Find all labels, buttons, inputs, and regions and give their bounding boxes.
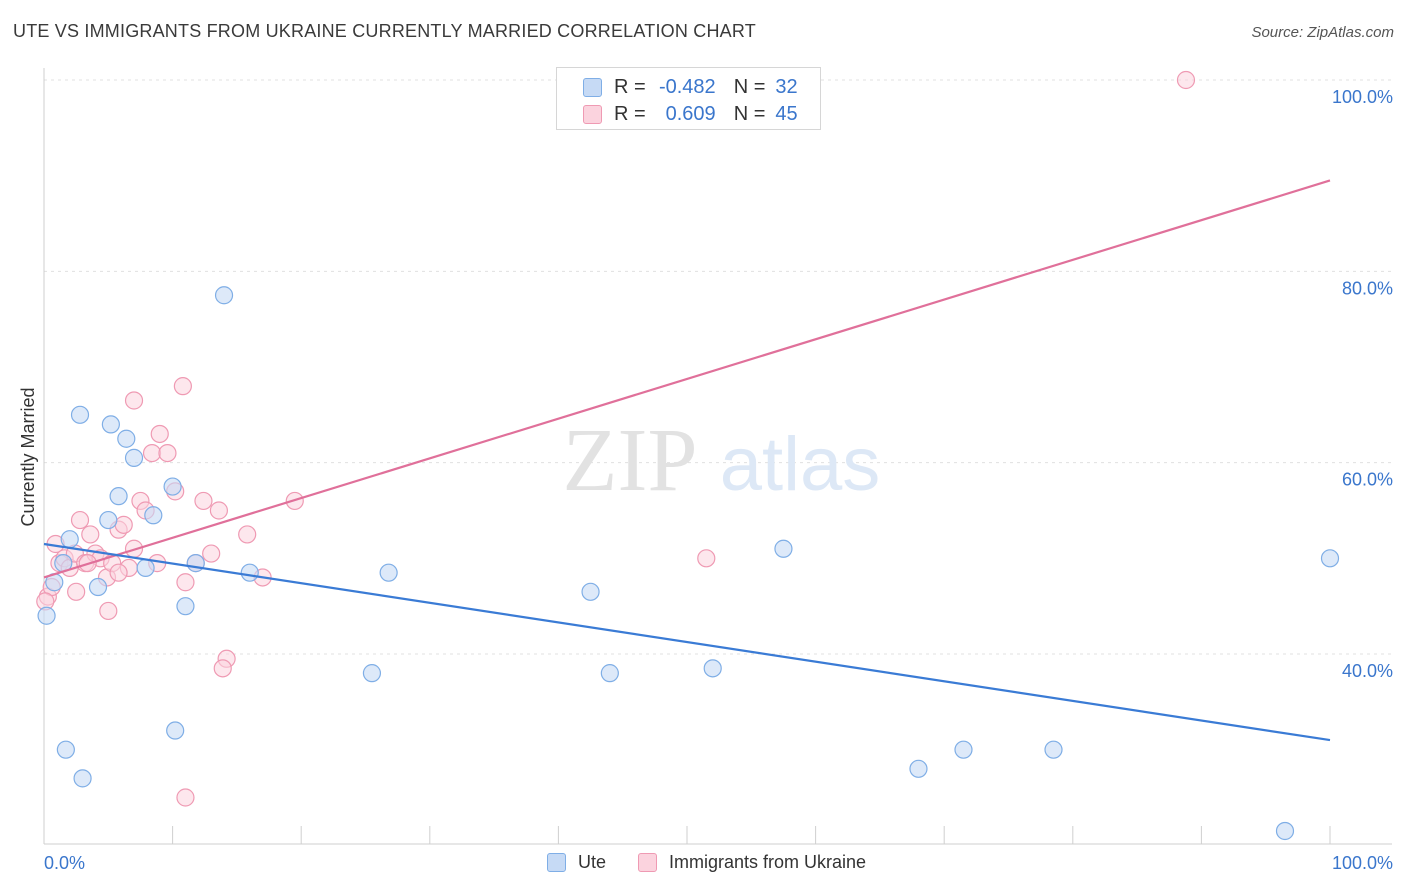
tick-labels: 40.0% 60.0% 80.0% 100.0% 0.0% 100.0% — [44, 87, 1393, 873]
chart-title: UTE VS IMMIGRANTS FROM UKRAINE CURRENTLY… — [13, 21, 756, 41]
data-point-ute — [166, 721, 185, 740]
data-point-ute — [109, 487, 128, 506]
data-point-ukraine — [158, 444, 177, 463]
trend-line-ukraine — [43, 179, 1331, 579]
data-point-ukraine — [194, 491, 213, 511]
data-point-ukraine — [202, 544, 221, 563]
trend-line-ute — [43, 542, 1331, 742]
data-point-ukraine — [124, 391, 144, 410]
data-point-ute — [70, 405, 90, 424]
data-point-ukraine — [176, 573, 195, 592]
data-point-ute — [703, 659, 722, 678]
series-ute — [37, 286, 1340, 841]
legend-label-ukraine: Immigrants from Ukraine — [669, 852, 867, 872]
data-point-ute — [379, 563, 398, 582]
x-tick-label: 0.0% — [44, 853, 85, 873]
y-axis-label: Currently Married — [18, 387, 38, 526]
data-point-ute — [73, 769, 92, 788]
data-point-ukraine — [213, 659, 232, 678]
legend-r-label: R = — [614, 75, 646, 98]
data-point-ute — [581, 582, 600, 601]
legend-n-label: N = — [733, 102, 766, 125]
data-point-ute — [214, 286, 234, 305]
watermark-zip: ZIP — [563, 411, 698, 510]
data-point-ute — [954, 740, 973, 759]
data-point-ute — [1044, 740, 1063, 759]
legend-swatch-ukraine — [583, 104, 602, 124]
y-tick-label: 100.0% — [1332, 87, 1393, 107]
legend-item-ukraine[interactable]: Immigrants from Ukraine — [638, 852, 866, 873]
x-tick-label: 100.0% — [1332, 853, 1393, 873]
data-point-ute — [163, 477, 182, 496]
data-point-ute — [56, 740, 75, 759]
legend-label-ute: Ute — [578, 852, 607, 872]
data-point-ute — [1320, 549, 1340, 568]
legend-swatch-ute — [547, 853, 566, 872]
legend-r-value: -0.482 — [658, 75, 716, 98]
data-point-ukraine — [697, 549, 716, 568]
data-point-ukraine — [150, 424, 169, 444]
data-point-ukraine — [173, 377, 192, 396]
y-tick-label: 40.0% — [1342, 661, 1393, 681]
legend-n-label: N = — [733, 75, 766, 98]
y-tick-label: 60.0% — [1342, 470, 1393, 490]
chart-source: Source: ZipAtlas.com — [1251, 24, 1394, 41]
legend-item-ute[interactable]: Ute — [547, 852, 606, 873]
data-point-ute — [176, 597, 195, 616]
data-point-ute — [774, 539, 793, 558]
data-point-ute — [240, 563, 259, 582]
data-point-ukraine — [176, 788, 195, 807]
trend-lines — [43, 179, 1331, 742]
data-point-ute — [99, 510, 118, 530]
watermark-atlas: atlas — [720, 422, 881, 507]
data-point-ukraine — [1176, 70, 1196, 90]
data-point-ute — [101, 415, 120, 434]
data-point-ute — [600, 664, 619, 683]
series-legend: Ute Immigrants from Ukraine — [547, 852, 898, 873]
data-point-ukraine — [81, 525, 100, 544]
data-point-ukraine — [238, 525, 257, 544]
legend-swatch-ukraine — [638, 853, 658, 872]
data-point-ute — [88, 577, 108, 597]
data-point-ute — [124, 448, 144, 467]
axes — [43, 68, 1392, 845]
data-point-ute — [117, 429, 136, 448]
legend-row-ukraine: R = 0.609 N = 45 — [583, 102, 798, 126]
data-point-ukraine — [209, 501, 228, 520]
data-point-ukraine — [114, 515, 133, 534]
data-point-ute — [362, 664, 382, 683]
data-point-ukraine — [142, 444, 162, 463]
legend-r-label: R = — [614, 102, 646, 125]
y-tick-label: 80.0% — [1342, 278, 1393, 298]
legend-n-value: 32 — [775, 75, 798, 98]
data-point-ute — [1275, 821, 1295, 841]
legend-r-value: 0.609 — [665, 102, 716, 125]
data-point-ute — [136, 558, 155, 578]
data-point-ukraine — [70, 510, 90, 530]
legend-swatch-ute — [583, 77, 602, 97]
data-point-ukraine — [67, 582, 86, 601]
data-point-ute — [60, 530, 79, 549]
data-point-ute — [144, 506, 163, 525]
legend-row-ute: R = -0.482 N = 32 — [583, 75, 798, 99]
data-point-ute — [909, 759, 928, 778]
data-point-ukraine — [99, 601, 118, 621]
stats-legend: R = -0.482 N = 32 R = 0.609 N = 45 — [556, 67, 821, 130]
data-point-ukraine — [109, 563, 128, 582]
data-point-ute — [37, 606, 56, 625]
legend-n-value: 45 — [775, 102, 798, 125]
